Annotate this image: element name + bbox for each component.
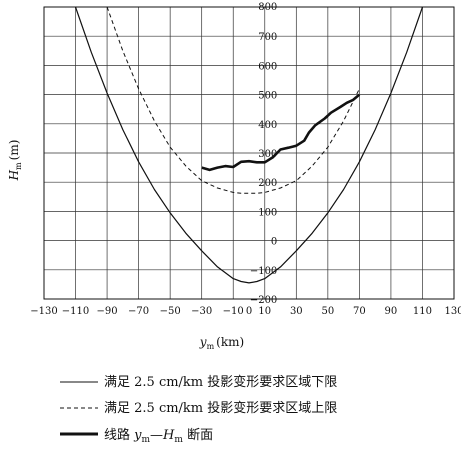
y-tick-label: 500	[258, 91, 277, 102]
x-tick-label: −130	[30, 306, 57, 317]
x-tick-label: −90	[97, 306, 118, 317]
x-tick-label: 0	[246, 306, 252, 317]
legend: 满足 2.5 cm/km 投影变形要求区域下限 满足 2.5 cm/km 投影变…	[60, 374, 337, 445]
x-tick-label: −50	[160, 306, 181, 317]
y-tick-label: 200	[258, 178, 277, 189]
y-tick-label: 400	[258, 120, 277, 131]
series-line-0	[74, 6, 424, 284]
grid	[43, 6, 455, 300]
y-tick-label: 100	[258, 207, 277, 218]
series-line-2	[201, 93, 361, 172]
x-tick-label: 130	[444, 306, 461, 317]
x-axis-title: ym (km)	[199, 335, 244, 351]
x-tick-labels: −130 −110 −90 −70 −50 −30 −10 0 10 30 50 70 90 110 130	[30, 306, 461, 317]
y-tick-label: 300	[258, 149, 277, 160]
x-tick-label: 30	[290, 306, 303, 317]
legend-label-lower: 满足 2.5 cm/km 投影变形要求区域下限	[104, 374, 337, 390]
x-tick-label: −10	[223, 306, 244, 317]
x-tick-label: −30	[191, 306, 212, 317]
y-tick-label: −200	[250, 295, 277, 306]
y-tick-label: 600	[258, 61, 277, 72]
x-tick-label: 10	[258, 306, 271, 317]
series-group	[74, 6, 424, 284]
legend-label-upper: 满足 2.5 cm/km 投影变形要求区域上限	[104, 400, 337, 416]
x-tick-label: 50	[321, 306, 334, 317]
plot-frame	[43, 6, 455, 300]
y-tick-label: −100	[250, 266, 277, 277]
series-line-1	[106, 6, 360, 194]
x-tick-label: 90	[385, 306, 398, 317]
legend-label-profile: 线路 ym—Hm 断面	[104, 427, 213, 445]
y-axis-title: Hm(m)	[7, 140, 23, 182]
x-tick-label: −110	[62, 306, 89, 317]
y-tick-labels: −200 −100 0 100 200 300 400 500 600 700 800	[250, 2, 277, 306]
y-tick-label: 800	[258, 2, 277, 13]
x-tick-label: 110	[413, 306, 432, 317]
y-tick-label: 0	[271, 237, 277, 248]
y-tick-label: 700	[258, 32, 277, 43]
x-tick-label: −70	[128, 306, 149, 317]
x-tick-label: 70	[353, 306, 366, 317]
